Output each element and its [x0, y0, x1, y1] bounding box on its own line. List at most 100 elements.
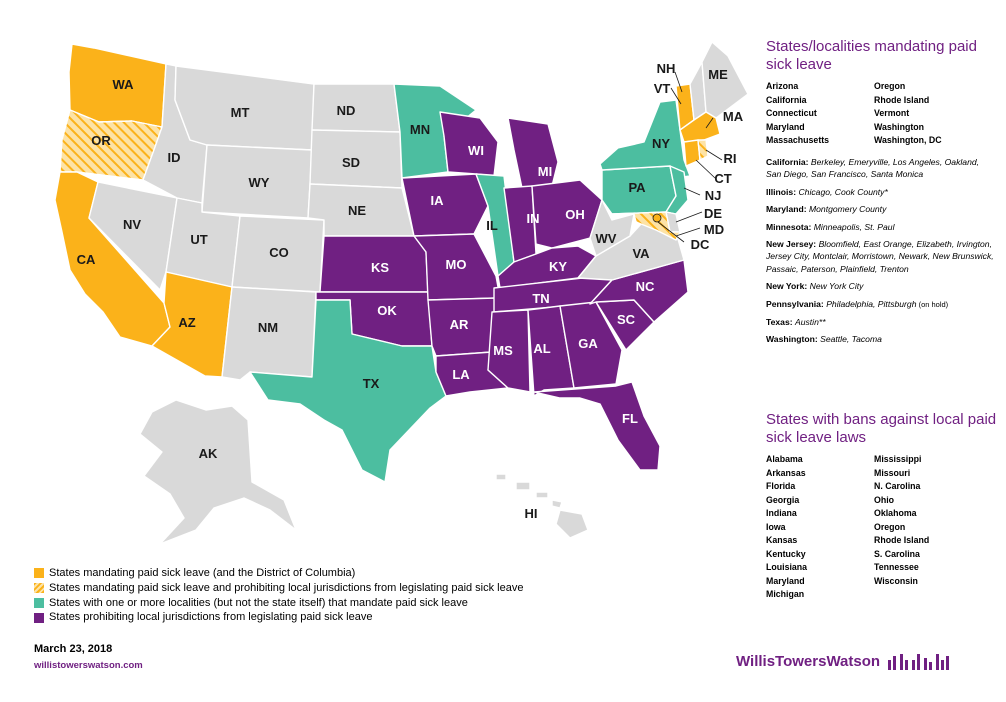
bans-panel: States with bans against local paid sick… [766, 411, 998, 602]
ban-state-item: Alabama [766, 454, 803, 464]
label-leaders [657, 71, 723, 243]
label-NE: NE [348, 203, 366, 218]
label-UT: UT [190, 232, 207, 247]
label-MT: MT [231, 105, 250, 120]
label-NH: NH [657, 61, 676, 76]
locality-places: New York City [809, 281, 864, 292]
label-ME: ME [708, 67, 728, 82]
ban-state-item: Wisconsin [874, 575, 918, 586]
legend-label: States mandating paid sick leave (and th… [49, 567, 356, 579]
mandating-panel: States/localities mandating paid sick le… [766, 38, 998, 148]
legend-item: States with one or more localities (but … [34, 596, 523, 611]
ban-state-item: Maryland [766, 575, 805, 586]
brand-wordmark: WillisTowersWatson [736, 653, 881, 670]
label-RI: RI [724, 151, 737, 166]
label-AK: AK [199, 446, 218, 461]
label-WV: WV [596, 231, 617, 246]
label-CA: CA [77, 252, 96, 267]
label-NY: NY [652, 136, 670, 151]
mandating-state-item: Connecticut [766, 108, 817, 118]
state-GA [559, 301, 623, 389]
ban-state-item: Rhode Island [874, 535, 930, 545]
map-legend: States mandating paid sick leave (and th… [34, 566, 523, 625]
state-AK [139, 399, 297, 545]
label-WA: WA [113, 77, 135, 92]
label-TX: TX [363, 376, 380, 391]
label-MS: MS [493, 343, 513, 358]
mandating-state-item: Vermont [874, 108, 910, 118]
label-PA: PA [628, 180, 646, 195]
us-map: WA OR CA NV ID MT WY UT CO AZ NM ND SD N… [54, 41, 749, 545]
ban-state-item: Michigan [766, 589, 805, 599]
label-WY: WY [249, 175, 270, 190]
ban-state-item: Iowa [766, 521, 786, 532]
legend-label: States with one or more localities (but … [49, 596, 468, 609]
ban-state-item: Oklahoma [874, 508, 917, 518]
brand-logo: WillisTowersWatson [736, 653, 950, 670]
ban-state-item: S. Carolina [874, 548, 920, 559]
dc-marker [652, 213, 662, 223]
locality-item: California: Berkeley, Emeryville, Los An… [766, 156, 996, 181]
state-MD [611, 211, 681, 241]
label-GA: GA [578, 336, 598, 351]
mandating-state-item: Massachusetts [766, 135, 830, 145]
locality-list: California: Berkeley, Emeryville, Los An… [766, 156, 996, 351]
ban-state-item: Georgia [766, 494, 800, 505]
label-SD: SD [342, 155, 360, 170]
ban-state-item: Indiana [766, 508, 797, 518]
state-ND [311, 83, 401, 133]
label-HI: HI [525, 506, 538, 521]
ban-state-item: N. Carolina [874, 481, 921, 491]
locality-item: Illinois: Chicago, Cook County* [766, 186, 996, 198]
legend-swatch [34, 612, 44, 623]
state-MS [487, 309, 531, 393]
label-NV: NV [123, 217, 141, 232]
label-OK: OK [377, 303, 397, 318]
locality-places: Berkeley, Emeryville, Los Angeles, Oakla… [766, 157, 980, 180]
label-WI: WI [468, 143, 484, 158]
legend-swatch [34, 597, 44, 608]
state-RI [697, 139, 709, 161]
ban-state-item: Kentucky [766, 548, 806, 559]
ban-state-item: Louisiana [766, 562, 808, 572]
legend-item: States mandating paid sick leave (and th… [34, 566, 523, 581]
locality-item: Minnesota: Minneapolis, St. Paul [766, 221, 996, 233]
locality-item: New Jersey: Bloomfield, East Orange, Eli… [766, 238, 996, 275]
label-DC: DC [691, 237, 710, 252]
label-IL: IL [486, 218, 498, 233]
label-NC: NC [636, 279, 655, 294]
locality-state: Minnesota: [766, 221, 814, 232]
date-stamp: March 23, 2018 [34, 643, 113, 655]
label-TN: TN [532, 291, 549, 306]
label-MA: MA [723, 109, 744, 124]
legend-label: States mandating paid sick leave and pro… [49, 581, 524, 594]
website-link[interactable]: willistowerswatson.com [34, 660, 143, 671]
label-DE: DE [704, 206, 722, 221]
mandating-state-item: Washington [874, 121, 925, 132]
label-AR: AR [450, 317, 469, 332]
brand-mark-icon [888, 653, 950, 670]
label-OR: OR [91, 133, 111, 148]
locality-places: Philadelphia, Pittsburgh [826, 298, 917, 309]
mandating-title: States/localities mandating paid sick le… [766, 38, 977, 73]
state-NV [88, 181, 178, 291]
bans-column-1: Alabama Arkansas Florida Georgia Indiana Iowa… [766, 453, 874, 602]
locality-places: Chicago, Cook County* [798, 186, 888, 197]
ban-state-item: Mississippi [874, 454, 922, 464]
label-MD: MD [704, 222, 724, 237]
ban-state-item: Arkansas [766, 467, 806, 478]
state-FL [533, 381, 661, 471]
label-CT: CT [714, 171, 731, 186]
locality-places: Seattle, Tacoma [820, 334, 882, 345]
ban-state-item: Kansas [766, 535, 798, 545]
locality-item: New York: New York City [766, 280, 996, 292]
label-IA: IA [431, 193, 445, 208]
legend-item: States prohibiting local jurisdictions f… [34, 610, 523, 625]
label-OH: OH [565, 207, 585, 222]
label-KS: KS [371, 260, 389, 275]
bans-title: States with bans against local paid sick… [766, 411, 997, 446]
locality-places: Montgomery County [808, 204, 887, 215]
label-KY: KY [549, 259, 567, 274]
locality-state: New York: [766, 281, 810, 292]
label-SC: SC [617, 312, 636, 327]
